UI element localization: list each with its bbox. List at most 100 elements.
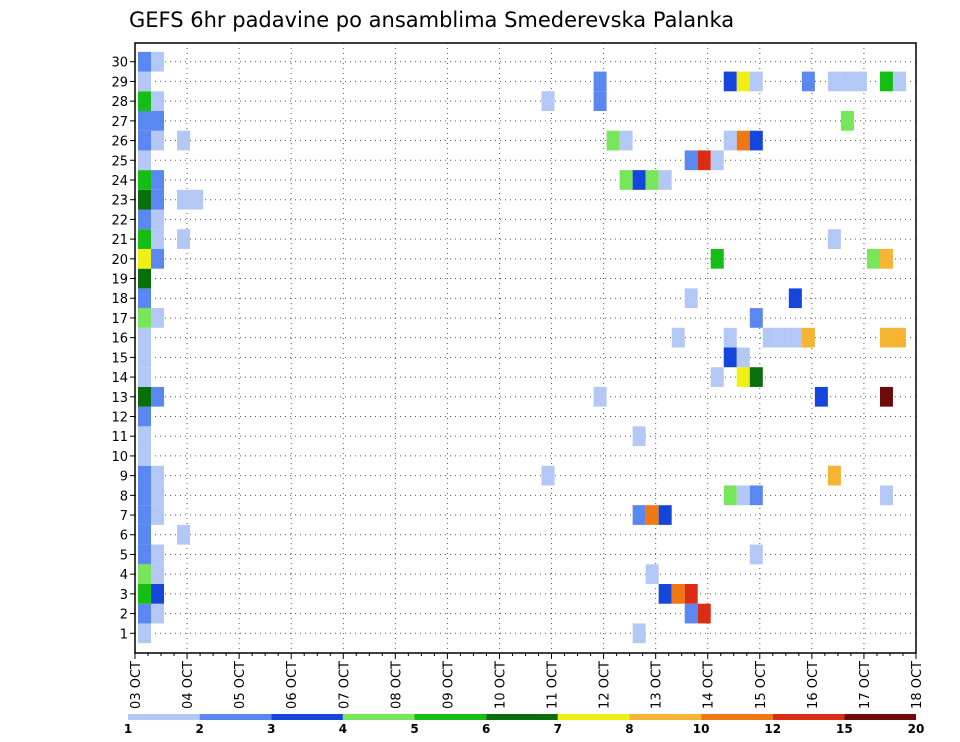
precip-cell: [138, 367, 152, 387]
y-tick-label: 26: [111, 135, 128, 150]
y-tick-label: 25: [111, 154, 128, 169]
precip-cell: [788, 327, 802, 348]
precip-cell: [138, 170, 152, 190]
y-tick-label: 19: [111, 273, 128, 288]
y-tick-label: 17: [111, 312, 128, 327]
precip-cell: [138, 150, 152, 171]
precip-cell: [151, 229, 165, 249]
precip-cell: [138, 485, 152, 506]
precip-cell: [853, 71, 867, 92]
precip-cell: [151, 465, 165, 486]
precip-cell: [151, 308, 165, 328]
x-tick-label: 13 OCT: [650, 661, 665, 709]
precip-cell: [151, 544, 165, 565]
precip-cell: [827, 465, 841, 486]
precip-cell: [658, 505, 672, 525]
colorbar-label: 3: [267, 722, 275, 736]
precip-cell: [138, 603, 152, 624]
precip-cell: [138, 288, 152, 309]
precip-cell: [151, 564, 165, 585]
colorbar-label: 4: [339, 722, 347, 736]
precip-cell: [138, 268, 152, 289]
precip-cell: [541, 465, 555, 486]
precip-cell: [723, 327, 737, 348]
x-tick-label: 15 OCT: [754, 661, 769, 709]
x-tick-label: 04 OCT: [181, 661, 196, 709]
precip-cell: [710, 248, 724, 269]
y-tick-label: 28: [111, 95, 128, 110]
y-tick-label: 9: [120, 470, 128, 485]
colorbar-segment: [486, 714, 558, 720]
grid-lines: [135, 43, 916, 653]
precip-cell: [151, 505, 165, 525]
colorbar-label: 5: [410, 722, 418, 736]
precip-cell: [138, 465, 152, 486]
precip-cell: [138, 130, 152, 151]
precip-cell: [762, 327, 776, 348]
precip-cell: [138, 584, 152, 604]
precip-cell: [723, 347, 737, 368]
y-tick-label: 22: [111, 213, 128, 228]
precip-cells: [138, 51, 906, 644]
precip-cell: [801, 327, 815, 348]
precip-cell: [619, 130, 633, 151]
precip-cell: [138, 446, 152, 466]
precip-cell: [697, 603, 711, 624]
precip-cell: [723, 130, 737, 151]
y-tick-label: 27: [111, 115, 128, 130]
precip-cell: [645, 564, 659, 585]
precip-cell: [138, 327, 152, 348]
precip-cell: [138, 229, 152, 249]
precip-cell: [814, 386, 828, 407]
precip-cell: [138, 91, 152, 111]
colorbar-segment: [629, 714, 702, 720]
precip-cell: [151, 248, 165, 269]
precip-cell: [749, 308, 763, 328]
precip-cell: [658, 170, 672, 190]
colorbar-segment: [414, 714, 487, 720]
precip-cell: [151, 485, 165, 506]
y-tick-label: 3: [120, 588, 128, 603]
precip-cell: [138, 308, 152, 328]
precip-cell: [593, 91, 607, 111]
precip-cell: [749, 71, 763, 92]
x-tick-label: 11 OCT: [546, 661, 561, 709]
precip-cell: [736, 485, 750, 506]
precip-cell: [892, 327, 906, 348]
colorbar-label: 12: [764, 722, 781, 736]
y-tick-label: 1: [120, 627, 128, 642]
precip-cell: [723, 71, 737, 92]
precip-cell: [736, 71, 750, 92]
precip-cell: [138, 189, 152, 210]
y-tick-label: 20: [111, 253, 128, 268]
precip-cell: [151, 386, 165, 407]
x-tick-label: 17 OCT: [858, 661, 873, 709]
x-tick-label: 09 OCT: [441, 661, 456, 709]
colorbar: 1 2 3 4 5 6 7 8 10 12 15 20: [124, 714, 924, 736]
precip-cell: [840, 110, 854, 131]
x-tick-label: 12 OCT: [598, 661, 613, 709]
y-tick-label: 12: [111, 410, 128, 425]
y-tick-label: 21: [111, 233, 128, 248]
y-axis: 1234567891011121314151617181920212223242…: [111, 56, 135, 642]
precip-cell: [151, 189, 165, 210]
precip-cell: [138, 505, 152, 525]
precip-cell: [593, 71, 607, 92]
precip-cell: [710, 367, 724, 387]
precip-cell: [840, 71, 854, 92]
precip-cell: [138, 110, 152, 131]
y-tick-label: 5: [120, 548, 128, 563]
x-tick-label: 16 OCT: [806, 661, 821, 709]
colorbar-segment: [199, 714, 272, 720]
precip-cell: [827, 229, 841, 249]
precip-cell: [671, 584, 685, 604]
precip-cell: [736, 347, 750, 368]
precip-cell: [138, 71, 152, 92]
precip-cell: [138, 524, 152, 545]
y-tick-label: 13: [111, 391, 128, 406]
precip-cell: [151, 130, 165, 151]
colorbar-label: 15: [836, 722, 853, 736]
precip-cell: [541, 91, 555, 111]
precip-cell: [138, 564, 152, 585]
